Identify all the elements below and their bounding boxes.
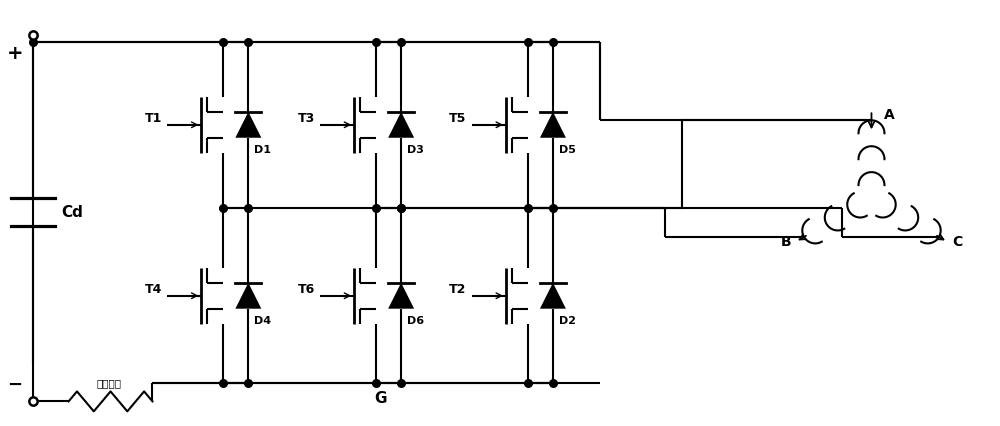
Polygon shape (235, 112, 261, 138)
Text: D3: D3 (407, 145, 424, 155)
Text: Cd: Cd (62, 204, 84, 219)
Text: C: C (952, 235, 962, 249)
Text: A: A (884, 108, 895, 122)
Text: −: − (7, 375, 22, 394)
Text: T1: T1 (145, 112, 162, 125)
Polygon shape (235, 283, 261, 309)
Polygon shape (388, 112, 414, 138)
Text: T4: T4 (145, 283, 162, 296)
Text: T2: T2 (449, 283, 467, 296)
Text: D4: D4 (254, 316, 271, 325)
Polygon shape (540, 283, 566, 309)
Text: D2: D2 (559, 316, 576, 325)
Polygon shape (388, 283, 414, 309)
Text: +: + (6, 44, 23, 63)
Text: T3: T3 (298, 112, 315, 125)
Text: D6: D6 (407, 316, 424, 325)
Text: T6: T6 (298, 283, 315, 296)
Text: D1: D1 (254, 145, 271, 155)
Text: B: B (781, 235, 791, 249)
Text: G: G (374, 391, 386, 406)
Text: T5: T5 (449, 112, 467, 125)
Text: D5: D5 (559, 145, 576, 155)
Polygon shape (540, 112, 566, 138)
Text: 采样电际: 采样电际 (96, 378, 121, 389)
